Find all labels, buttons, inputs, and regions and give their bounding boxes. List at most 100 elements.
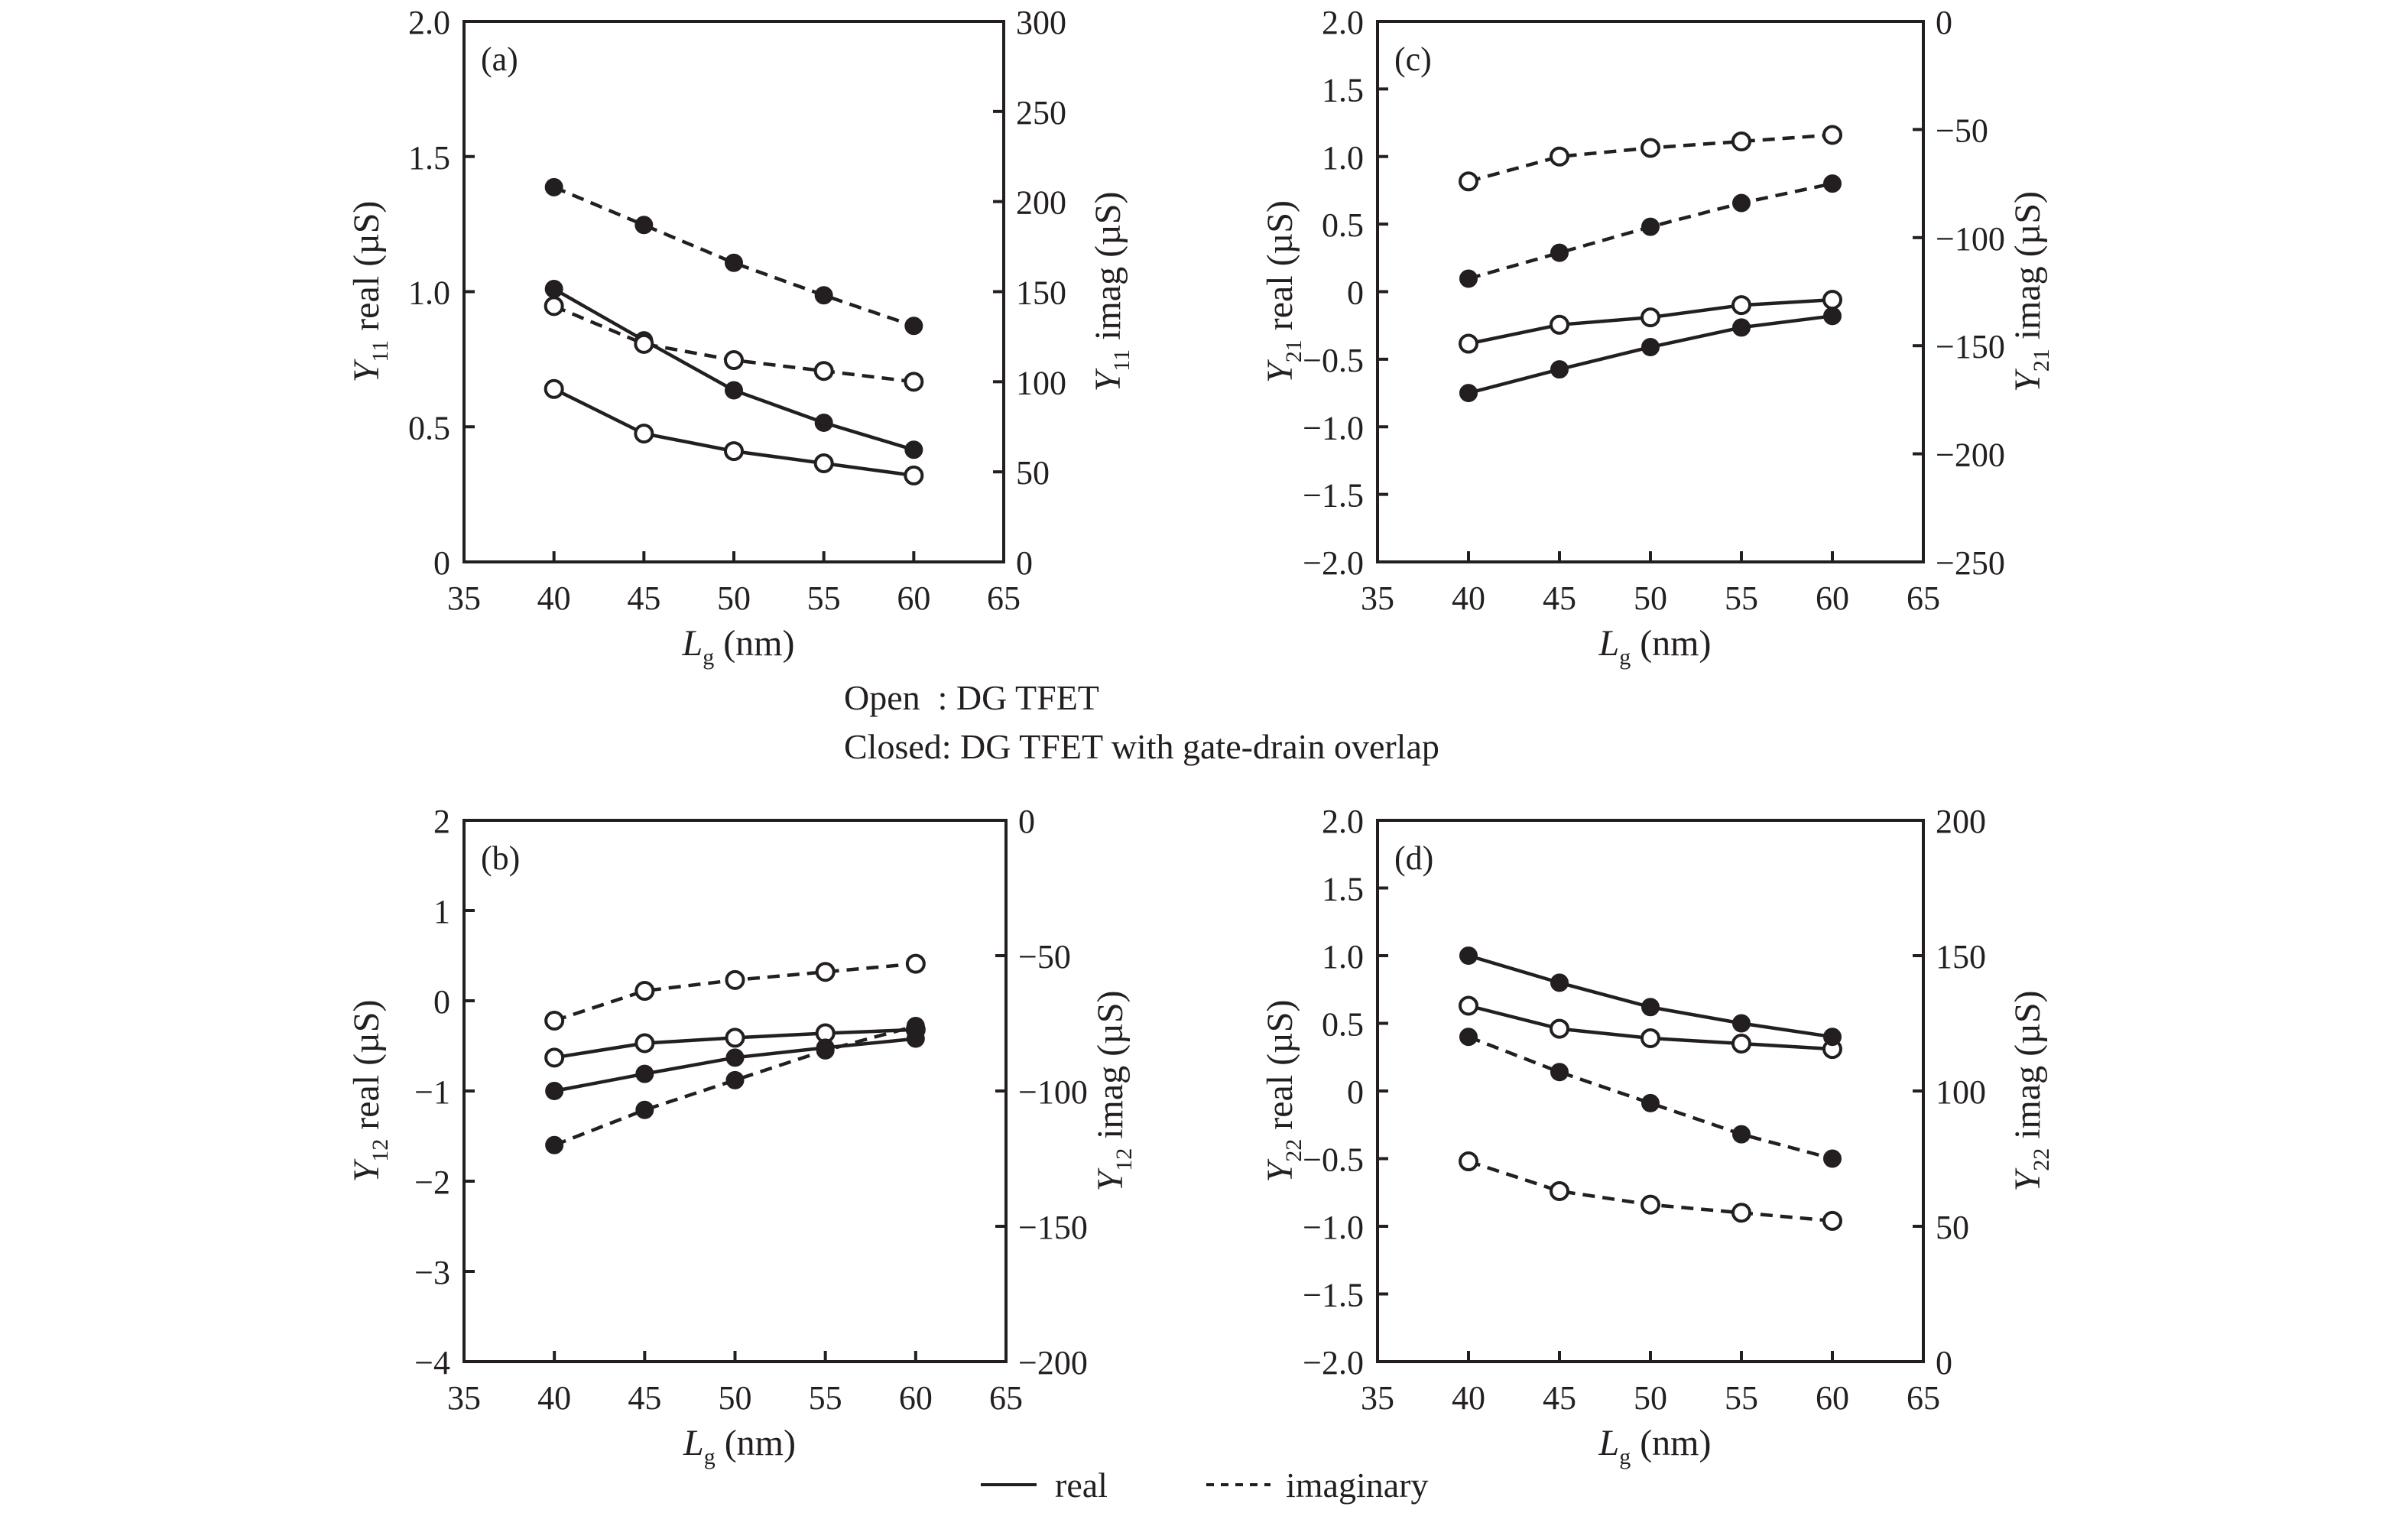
- y-left-tick-label: 2.0: [408, 4, 450, 41]
- data-point: [544, 296, 564, 317]
- y-left-axis-label-sub: 21: [1281, 339, 1306, 362]
- data-point: [1459, 995, 1478, 1016]
- data-point: [1550, 973, 1569, 992]
- y-left-tick-label: 0: [1347, 274, 1364, 312]
- x-tick-label: 55: [1725, 580, 1758, 617]
- x-tick-label: 50: [719, 1379, 752, 1417]
- y-right-tick-label: −50: [1936, 112, 1988, 149]
- data-point: [635, 1100, 654, 1119]
- plot-frame: [1376, 20, 1925, 563]
- series-real-closed: [1459, 946, 1842, 1047]
- data-point: [904, 372, 924, 392]
- y-left-axis-label-main: Y: [346, 1158, 387, 1182]
- y-left-tick-label: 1.0: [1322, 139, 1364, 177]
- plot-frame: [1376, 819, 1925, 1363]
- y-right-tick-label: 0: [1936, 1344, 1952, 1382]
- y-left-tick-label: 1.0: [408, 274, 450, 312]
- y-right-tick-label: −50: [1018, 938, 1071, 976]
- data-point: [1732, 1014, 1751, 1033]
- series-imag-closed: [1459, 1028, 1842, 1168]
- y-left-tick-label: −0.5: [1303, 1141, 1364, 1179]
- y-right-axis-label-sub: 12: [1112, 1148, 1137, 1171]
- data-point: [1732, 1125, 1751, 1144]
- data-point: [1640, 1028, 1660, 1048]
- y-left-tick-label: −1.0: [1303, 409, 1364, 446]
- x-tick-label: 35: [447, 1379, 481, 1417]
- y-left-tick-label: −3: [414, 1254, 450, 1291]
- x-axis-label: Lg (nm): [1598, 1423, 1711, 1469]
- y-right-axis-label: Y11 imag (µS): [1088, 192, 1134, 392]
- x-tick-label: 40: [1452, 580, 1485, 617]
- series-line: [553, 304, 914, 384]
- y-right-tick-label: 0: [1016, 544, 1033, 582]
- data-point: [1459, 1151, 1478, 1172]
- y-left-axis-label-main: Y: [1260, 1158, 1300, 1182]
- y-right-axis-label-unit: imag (µS): [1090, 991, 1131, 1148]
- x-axis-label-unit: (nm): [1631, 623, 1711, 664]
- data-point: [1731, 1034, 1751, 1054]
- y-right-tick-label: −100: [1018, 1073, 1088, 1111]
- data-point: [1731, 295, 1751, 316]
- y-left-axis-label-sub: 12: [368, 1139, 393, 1162]
- data-point: [544, 1047, 565, 1068]
- x-axis-label-sub: g: [1619, 1444, 1631, 1469]
- series-imag-closed: [544, 177, 923, 336]
- y-left-tick-label: 1.5: [1322, 71, 1364, 109]
- data-point: [634, 1033, 655, 1054]
- x-axis-label-unit: (nm): [714, 623, 794, 664]
- data-point: [724, 441, 744, 462]
- data-point: [1550, 146, 1569, 167]
- data-point: [1731, 131, 1751, 151]
- legend-real-label: real: [1055, 1466, 1108, 1505]
- y-left-tick-label: 0: [433, 544, 450, 582]
- x-tick-label: 45: [627, 580, 660, 617]
- series-real-open: [1459, 290, 1842, 354]
- x-axis-label: Lg (nm): [1598, 623, 1711, 670]
- series-imag-open: [1459, 125, 1842, 192]
- y-left-axis-label-main: Y: [1260, 359, 1300, 383]
- data-point: [814, 413, 833, 432]
- y-left-tick-label: −1: [414, 1073, 450, 1111]
- x-axis-label-sub: g: [703, 644, 714, 670]
- y-right-tick-label: −250: [1936, 544, 2005, 582]
- series-line: [553, 185, 915, 328]
- data-point: [813, 453, 834, 473]
- x-tick-label: 40: [537, 1379, 571, 1417]
- marker-note: Open : DG TFET Closed: DG TFET with gate…: [844, 678, 1439, 766]
- series-imag-closed: [545, 1017, 925, 1154]
- y-left-axis-label: Y12 real (µS): [346, 1000, 393, 1183]
- data-point: [814, 286, 833, 305]
- y-right-tick-label: 50: [1936, 1209, 1969, 1246]
- panel-tag: (d): [1394, 839, 1433, 877]
- series-imag-open: [544, 296, 924, 392]
- data-point: [1459, 269, 1478, 288]
- y-right-tick-label: 50: [1016, 454, 1050, 492]
- y-right-axis-label-main: Y: [2007, 1168, 2048, 1192]
- x-tick-label: 60: [1816, 1379, 1849, 1417]
- y-left-axis-label-main: Y: [346, 359, 387, 382]
- data-point: [815, 962, 836, 982]
- y-right-tick-label: 200: [1936, 803, 1986, 840]
- y-right-tick-label: 150: [1936, 938, 1986, 976]
- data-point: [544, 279, 563, 298]
- data-point: [1641, 1093, 1660, 1112]
- y-right-tick-label: 0: [1936, 4, 1952, 41]
- y-left-tick-label: 2.0: [1322, 803, 1364, 840]
- series-real-open: [544, 378, 924, 485]
- y-right-axis-label-unit: imag (µS): [2007, 991, 2048, 1148]
- x-axis-label-main: L: [683, 1423, 704, 1463]
- data-point: [1550, 243, 1569, 262]
- x-tick-label: 60: [899, 1379, 933, 1417]
- y-right-axis-label-sub: 21: [2029, 349, 2054, 372]
- data-point: [813, 361, 834, 381]
- y-right-axis-label-unit: imag (µS): [1088, 192, 1128, 349]
- x-tick-label: 65: [989, 1379, 1023, 1417]
- panel-a: (a)35 40 45 50 55 60 6500.51.01.52.00501001502…: [346, 4, 1134, 670]
- x-tick-label: 55: [1725, 1379, 1758, 1417]
- data-point: [544, 1010, 565, 1031]
- y-left-tick-label: 0.5: [408, 409, 450, 446]
- data-point: [1459, 333, 1478, 354]
- y-left-tick-label: 1.5: [1322, 871, 1364, 908]
- data-point: [1550, 1180, 1569, 1201]
- data-point: [634, 216, 654, 235]
